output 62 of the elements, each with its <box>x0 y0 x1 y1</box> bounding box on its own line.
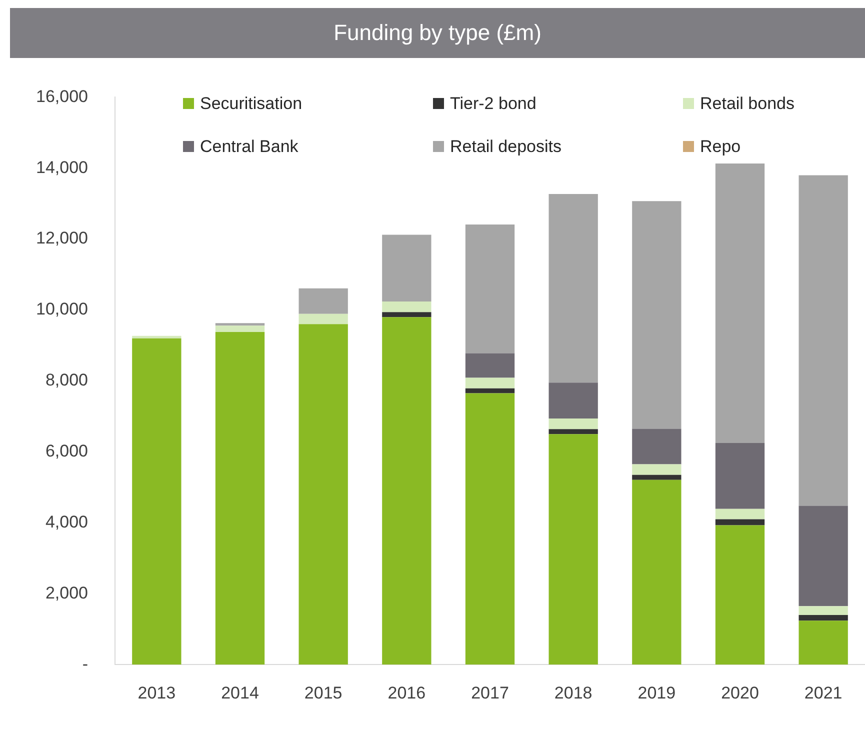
bar <box>382 317 432 665</box>
bar <box>298 314 348 324</box>
legend-label: Tier-2 bond <box>450 94 536 114</box>
bar <box>715 442 765 509</box>
bar <box>215 326 265 332</box>
bar <box>382 234 432 302</box>
legend-label: Retail deposits <box>450 136 562 157</box>
bar <box>632 201 682 429</box>
x-tick-label: 2018 <box>554 683 592 702</box>
y-tick-label: 10,000 <box>36 300 88 319</box>
bar <box>548 382 598 418</box>
y-tick-label: 6,000 <box>45 442 88 461</box>
bar <box>715 525 765 665</box>
y-tick-label: 14,000 <box>36 158 88 177</box>
bar <box>298 288 348 314</box>
bar <box>215 332 265 665</box>
x-tick-label: 2021 <box>804 683 842 702</box>
y-tick-label: 2,000 <box>45 583 88 602</box>
bar <box>465 393 515 665</box>
bar <box>798 614 848 621</box>
legend-label: Repo <box>700 136 741 157</box>
bar <box>465 224 515 354</box>
bar <box>632 428 682 464</box>
bar <box>465 353 515 378</box>
y-tick-label: 16,000 <box>36 86 88 106</box>
y-tick-label: 4,000 <box>45 512 88 532</box>
x-tick-label: 2020 <box>721 683 759 702</box>
x-tick-label: 2017 <box>471 683 509 702</box>
y-tick-label: - <box>82 654 88 674</box>
bar <box>548 418 598 430</box>
bar <box>382 312 432 318</box>
bar <box>298 324 348 665</box>
bar <box>632 480 682 665</box>
bar <box>715 508 765 520</box>
legend-label: Central Bank <box>200 136 298 157</box>
bar <box>798 175 848 506</box>
y-tick-label: 8,000 <box>45 370 88 390</box>
bar <box>548 194 598 383</box>
chart-title: Funding by type (£m) <box>10 8 865 58</box>
x-tick-label: 2014 <box>221 683 259 702</box>
bar <box>632 474 682 480</box>
bar <box>465 388 515 394</box>
bar <box>715 519 765 526</box>
bar <box>132 336 182 338</box>
legend-label: Retail bonds <box>700 94 795 114</box>
bar <box>715 164 765 443</box>
bar <box>215 323 265 326</box>
legend-label: Securitisation <box>200 94 302 114</box>
bar <box>798 606 848 615</box>
x-tick-label: 2016 <box>388 683 426 702</box>
y-tick-label: 12,000 <box>36 228 88 248</box>
bar <box>798 620 848 665</box>
bar <box>548 434 598 665</box>
bar <box>632 464 682 475</box>
bar <box>798 506 848 606</box>
x-tick-label: 2019 <box>638 683 676 702</box>
bar <box>382 301 432 312</box>
bar <box>132 338 182 665</box>
bar <box>465 378 515 388</box>
x-tick-label: 2015 <box>304 683 342 702</box>
x-tick-label: 2013 <box>138 683 176 702</box>
bar <box>548 429 598 434</box>
